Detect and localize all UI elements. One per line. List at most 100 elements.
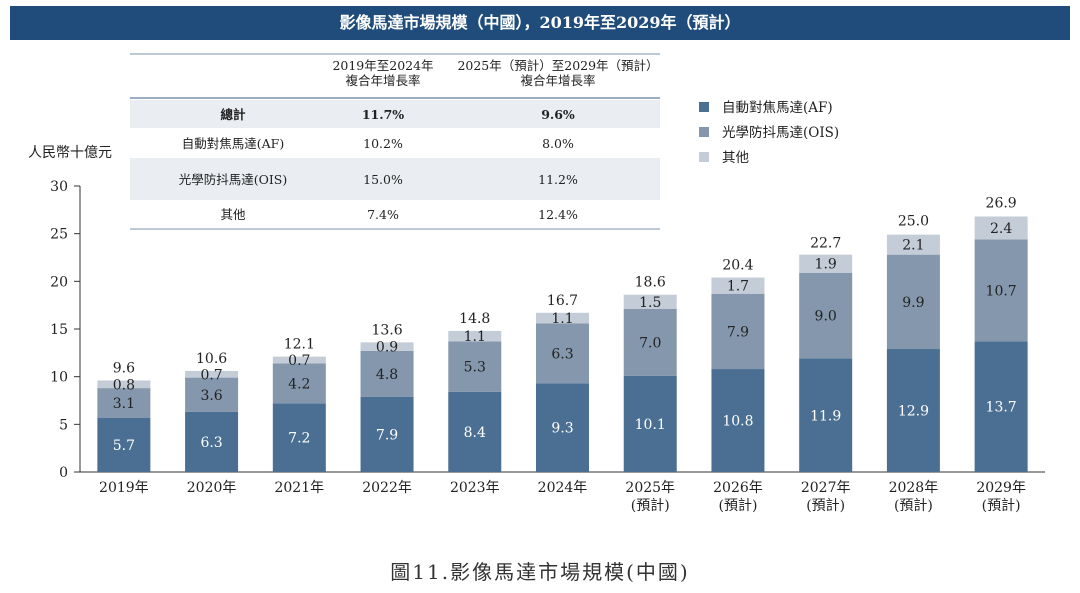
- data-label-1-6: 7.0: [639, 335, 661, 351]
- data-label-0-0: 5.7: [113, 438, 135, 454]
- bar-segment-1-3: [360, 350, 414, 397]
- data-label-1-4: 5.3: [464, 360, 486, 376]
- total-label-3: 13.6: [371, 322, 402, 338]
- data-label-0-4: 8.4: [464, 425, 486, 441]
- legend-swatch-0: [699, 102, 709, 112]
- bar-segment-2-0: [97, 380, 151, 389]
- table-cell-2019-2024-1: 10.2%: [363, 136, 403, 151]
- data-label-0-7: 10.8: [722, 414, 753, 430]
- legend-label-2: 其他: [722, 150, 749, 166]
- data-label-0-2: 7.2: [288, 431, 310, 447]
- figure-caption: 圖11.影像馬達市場規模(中國): [390, 560, 690, 584]
- bar-segment-0-5: [536, 383, 589, 472]
- total-label-0: 9.6: [113, 360, 135, 376]
- table-cell-2025-2029-3: 12.4%: [538, 207, 578, 222]
- y-axis-label: 人民幣十億元: [28, 145, 112, 161]
- table-row-label-1: 自動對焦馬達(AF): [182, 136, 284, 151]
- y-tick-label-5: 25: [50, 227, 68, 243]
- x-tick-label-0: 2019年: [99, 480, 149, 496]
- table-cell-2025-2029-0: 9.6%: [541, 107, 575, 122]
- chart-title-banner: 影像馬達市場規模（中國），2019年至2029年（預計）: [10, 6, 1070, 40]
- bar-segment-1-1: [185, 377, 239, 412]
- x-tick-label-3: 2022年: [362, 480, 412, 496]
- data-label-1-1: 3.6: [200, 388, 222, 404]
- bar-segment-0-9: [886, 349, 940, 472]
- bar-segment-0-2: [272, 403, 326, 472]
- data-label-2-8: 1.9: [815, 257, 837, 273]
- bar-segment-2-2: [272, 356, 326, 364]
- data-label-2-6: 1.5: [639, 295, 661, 311]
- y-tick-label-4: 20: [50, 274, 68, 290]
- data-label-1-5: 6.3: [551, 346, 573, 362]
- data-label-2-4: 1.1: [464, 329, 486, 345]
- bar-segment-1-10: [974, 239, 1028, 342]
- bar-segment-2-1: [185, 370, 239, 378]
- bar-segment-0-7: [711, 369, 765, 472]
- table-row-label-0: 總計: [220, 107, 246, 122]
- total-label-9: 25.0: [898, 214, 929, 230]
- bar-segment-1-2: [272, 363, 326, 404]
- data-label-1-7: 7.9: [727, 324, 749, 340]
- data-label-1-3: 4.8: [376, 367, 398, 383]
- x-tick-label-2: 2021年: [274, 480, 324, 496]
- total-label-1: 10.6: [196, 351, 227, 367]
- x-tick-label-5: 2024年: [538, 480, 588, 496]
- x-tick-label-4: 2023年: [450, 480, 500, 496]
- y-tick-label-3: 15: [50, 322, 68, 338]
- data-label-2-0: 0.8: [113, 377, 135, 393]
- table-col-header-0: 2019年至2024年複合年增長率: [332, 58, 433, 88]
- y-tick-label-1: 5: [59, 417, 68, 433]
- data-label-1-9: 9.9: [902, 295, 924, 311]
- bar-segment-2-4: [448, 330, 502, 342]
- bar-segment-2-6: [623, 294, 677, 309]
- data-label-0-6: 10.1: [635, 417, 666, 433]
- table-cell-2025-2029-1: 8.0%: [542, 136, 574, 151]
- total-label-10: 26.9: [986, 196, 1017, 212]
- total-label-7: 20.4: [722, 258, 753, 274]
- table-row-bg-0: [130, 100, 660, 128]
- bar-segment-1-4: [448, 341, 502, 392]
- bar-segment-0-6: [623, 375, 677, 472]
- bar-segment-0-0: [97, 417, 151, 472]
- y-tick-label-0: 0: [59, 465, 68, 481]
- bar-segment-2-5: [536, 312, 589, 324]
- bar-segment-2-8: [799, 254, 853, 273]
- table-row-label-3: 其他: [220, 207, 246, 222]
- x-tick-label-6: 2025年(預計): [625, 480, 675, 514]
- data-label-0-5: 9.3: [551, 421, 573, 437]
- data-label-1-8: 9.0: [815, 309, 837, 325]
- table-cell-2025-2029-2: 11.2%: [538, 172, 578, 187]
- data-label-1-2: 4.2: [288, 376, 310, 392]
- data-label-2-3: 0.9: [376, 340, 398, 356]
- table-row-bg-2: [130, 158, 660, 200]
- bar-segment-0-3: [360, 396, 414, 472]
- table-cell-2019-2024-3: 7.4%: [367, 207, 399, 222]
- bar-segment-0-4: [448, 391, 502, 472]
- bar-segment-1-7: [711, 293, 765, 370]
- data-label-0-1: 6.3: [200, 435, 222, 451]
- total-label-5: 16.7: [547, 293, 578, 309]
- legend-swatch-2: [699, 152, 709, 162]
- bar-segment-0-10: [974, 341, 1028, 472]
- legend-label-1: 光學防抖馬達(OIS): [722, 125, 839, 141]
- table-cell-2019-2024-0: 11.7%: [362, 107, 404, 122]
- data-label-2-1: 0.7: [200, 367, 222, 383]
- x-tick-label-10: 2029年(預計): [976, 480, 1026, 514]
- bar-segment-2-10: [974, 216, 1028, 240]
- x-tick-label-1: 2020年: [187, 480, 237, 496]
- bar-segment-0-1: [185, 411, 239, 472]
- legend-label-0: 自動對焦馬達(AF): [722, 100, 833, 116]
- data-label-2-5: 1.1: [551, 311, 573, 327]
- data-label-0-3: 7.9: [376, 427, 398, 443]
- table-cell-2019-2024-2: 15.0%: [363, 172, 403, 187]
- total-label-4: 14.8: [459, 311, 490, 327]
- y-tick-label-6: 30: [50, 179, 68, 195]
- total-label-8: 22.7: [810, 236, 841, 252]
- legend-swatch-1: [699, 127, 709, 137]
- total-label-2: 12.1: [284, 337, 315, 353]
- data-label-2-7: 1.7: [727, 279, 749, 295]
- x-tick-label-8: 2027年(預計): [801, 480, 851, 514]
- bar-segment-1-5: [536, 323, 589, 384]
- bar-segment-0-8: [799, 358, 853, 472]
